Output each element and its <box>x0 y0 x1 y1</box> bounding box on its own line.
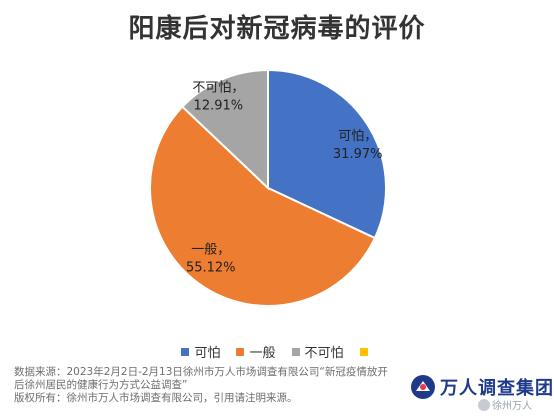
legend-item-bukepa: 不可怕 <box>291 342 344 361</box>
pie-slices <box>149 68 387 307</box>
chart-title: 阳康后对新冠病毒的评价 <box>128 14 426 44</box>
footer-notes: 数据来源：2023年2月2日-2月13日徐州市万人市场调查有限公司“新冠疫情放开… <box>14 366 389 405</box>
slice-labels: 可怕， 31.97% 一般， 55.12% 不可怕， 12.91% <box>186 80 383 275</box>
legend-item-empty <box>359 342 373 361</box>
legend-label: 一般 <box>249 346 276 361</box>
slice-label-0: 可怕， <box>338 129 377 144</box>
legend-swatch <box>291 347 300 356</box>
slice-value-0: 31.97% <box>333 147 383 162</box>
footer-copyright: 版权所有：徐州市万人市场调查有限公司，引用请注明来源。 <box>14 392 298 404</box>
legend-item-kepa: 可怕 <box>181 342 220 361</box>
footer-source-line-2: 后徐州居民的健康行为方式公益调查” <box>14 379 188 391</box>
slice-value-1: 55.12% <box>186 260 236 275</box>
legend-item-yiban: 一般 <box>236 342 276 361</box>
pie-slice-0 <box>267 68 387 240</box>
wechat-icon <box>478 398 490 411</box>
legend-label: 可怕 <box>194 346 221 361</box>
logo-icon <box>411 375 435 399</box>
legend-swatch <box>181 347 190 356</box>
company-logo: 万人调查集团 <box>410 374 554 400</box>
legend-label: 不可怕 <box>304 346 344 361</box>
pie-slice-1 <box>149 105 377 307</box>
logo-text: 万人调查集团 <box>440 378 554 399</box>
legend-swatch <box>359 347 368 356</box>
watermark-text: 徐州万人 <box>492 401 532 412</box>
slice-value-2: 12.91% <box>194 98 244 113</box>
watermark: 徐州万人 <box>478 397 532 412</box>
slice-label-1: 一般， <box>191 241 230 257</box>
footer-source-line: 数据来源：2023年2月2日-2月13日徐州市万人市场调查有限公司“新冠疫情放开 <box>14 366 388 378</box>
legend-swatch <box>236 347 245 356</box>
pie-slice-2 <box>181 68 269 191</box>
chart-legend: 可怕 一般 不可怕 <box>0 342 554 361</box>
slice-label-2: 不可怕， <box>192 80 244 95</box>
